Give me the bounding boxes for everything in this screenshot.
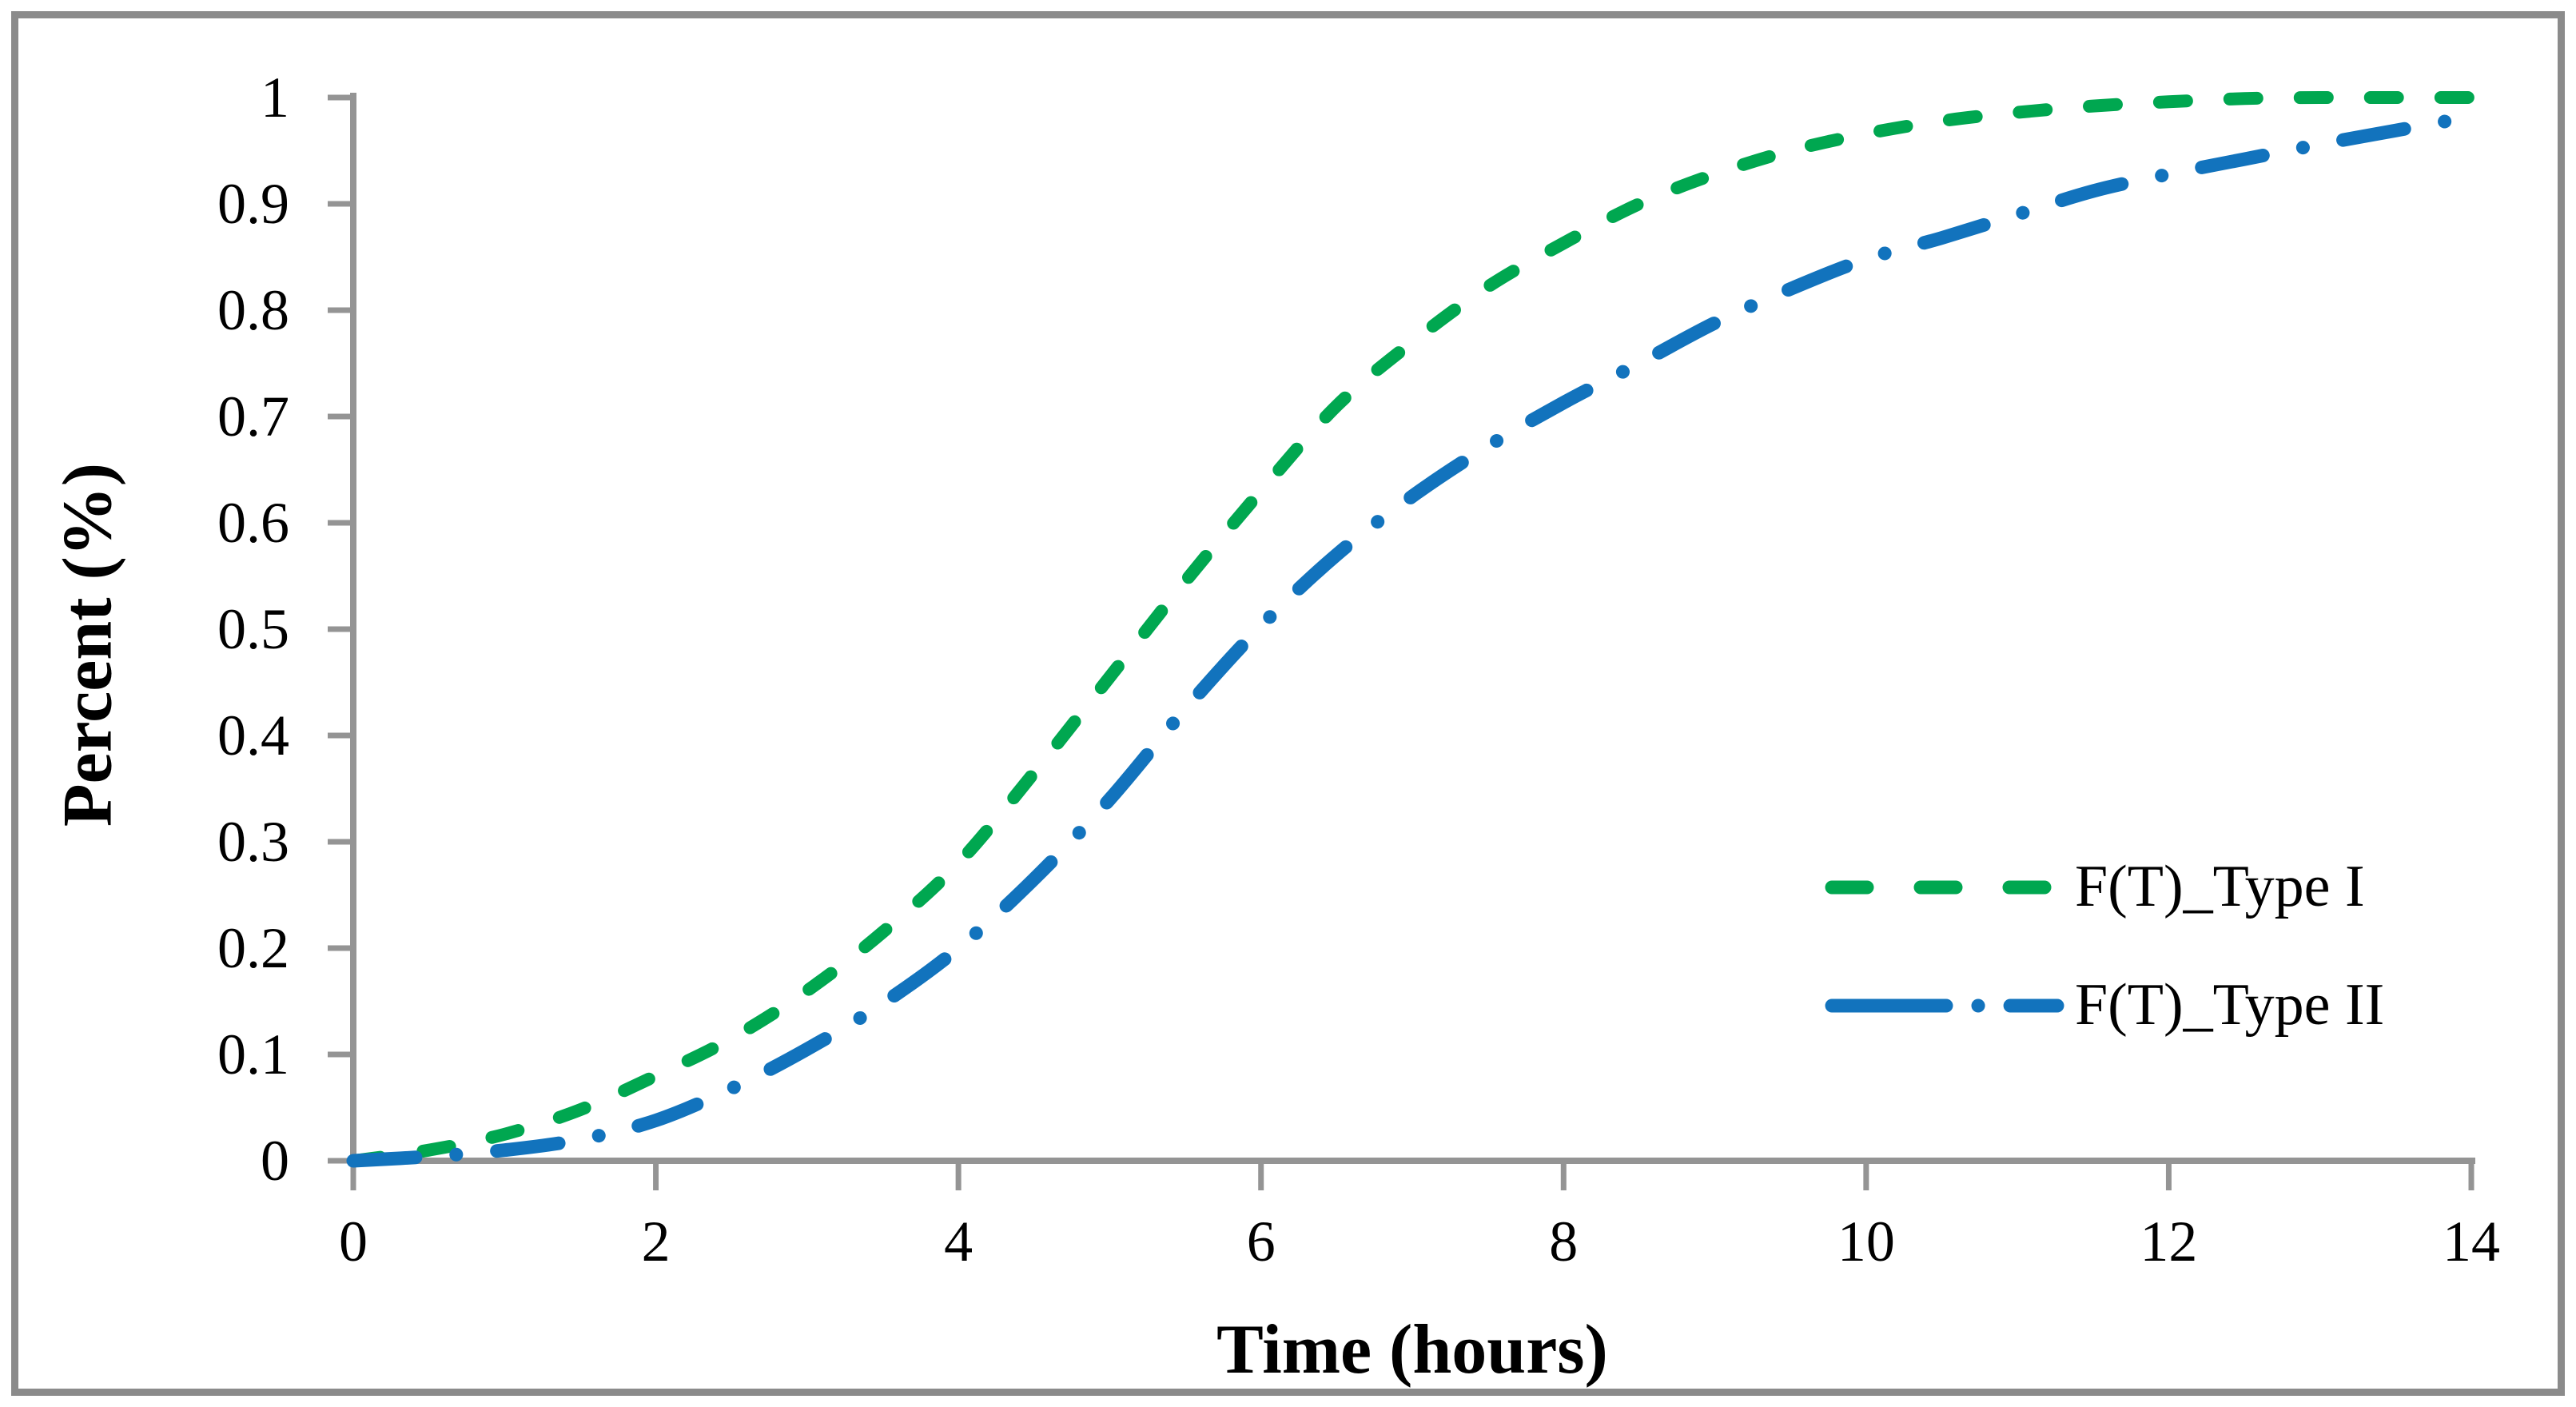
x-axis-title: Time (hours)	[1216, 1311, 1608, 1389]
y-tick-label: 0.1	[217, 1022, 289, 1086]
y-tick-label: 0.8	[217, 278, 289, 342]
x-tick-label: 14	[2443, 1210, 2500, 1273]
curve-type1	[347, 90, 2478, 1167]
x-tick-label: 0	[339, 1210, 368, 1273]
y-tick-label: 0.7	[217, 385, 289, 448]
y-tick-label: 0.2	[217, 916, 289, 980]
legend-label-type2: F(T)_Type II	[2075, 972, 2385, 1038]
x-tick-label: 4	[944, 1210, 973, 1273]
legend-label-type1: F(T)_Type I	[2075, 854, 2365, 919]
x-tick-label: 2	[641, 1210, 671, 1273]
x-tick-label: 12	[2140, 1210, 2198, 1273]
y-tick-label: 0.9	[217, 172, 289, 236]
y-tick-label: 0.5	[217, 597, 289, 661]
x-tick-label: 8	[1549, 1210, 1579, 1273]
y-tick-label: 1	[261, 66, 289, 130]
curve-type2	[346, 110, 2478, 1168]
x-tick-label: 6	[1246, 1210, 1276, 1273]
y-tick-label: 0.6	[217, 491, 289, 555]
y-tick-label: 0.3	[217, 810, 289, 874]
y-tick-label: 0.4	[217, 704, 289, 767]
x-tick-label: 10	[1837, 1210, 1895, 1273]
y-tick-label: 0	[261, 1129, 289, 1193]
